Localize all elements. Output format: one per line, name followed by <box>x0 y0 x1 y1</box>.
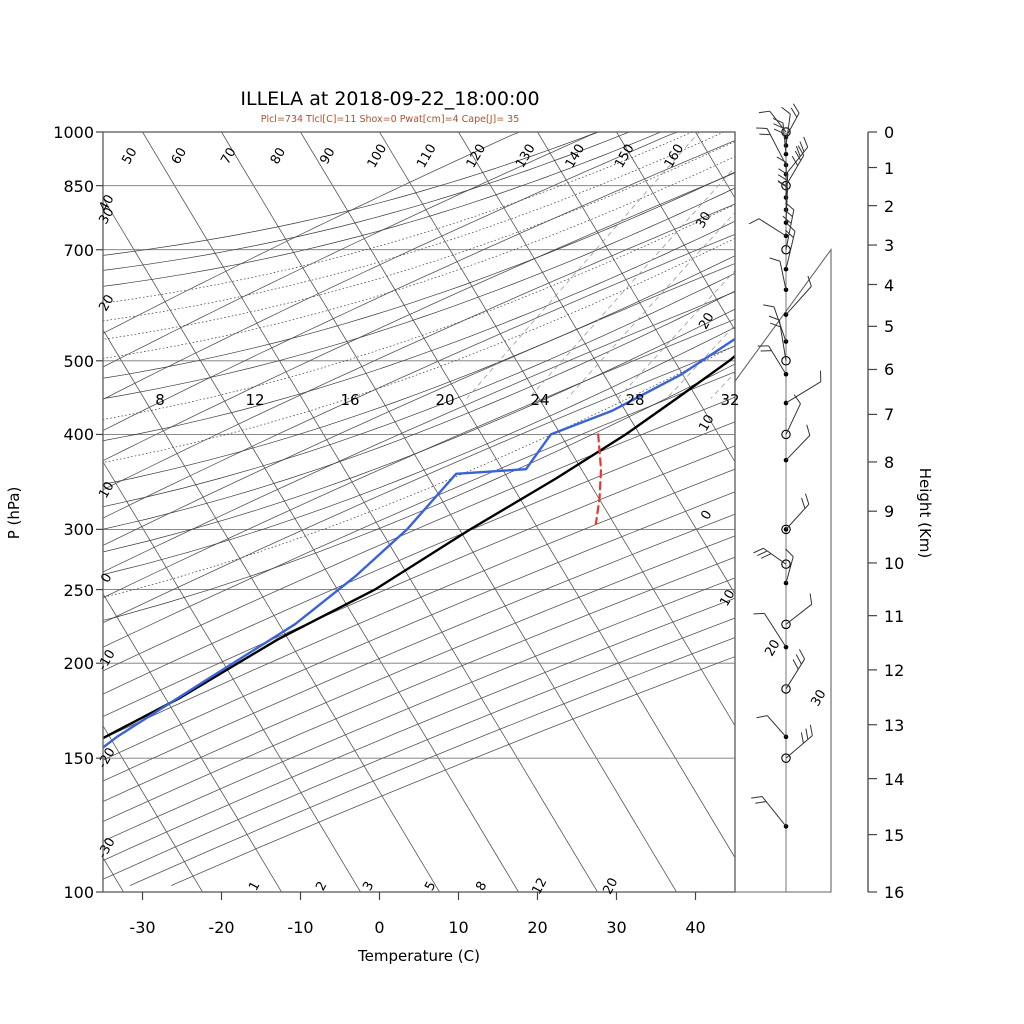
isotherm-label-right: 30 <box>808 687 829 709</box>
temperature-tick: 30 <box>592 918 642 937</box>
dry-adiabat-label: 50 <box>119 145 140 167</box>
mixing-ratio-label: 20 <box>600 876 621 898</box>
pressure-tick: 300 <box>34 520 94 539</box>
page-title: ILLELA at 2018-09-22_18:00:00 <box>0 88 780 110</box>
pressure-tick: 200 <box>34 654 94 673</box>
dry-adiabat-label: 70 <box>218 145 239 167</box>
temperature-tick: 10 <box>434 918 484 937</box>
dry-adiabat-label: 100 <box>365 142 390 171</box>
height-tick: 10 <box>884 554 904 573</box>
mixing-ratio-label: 12 <box>529 876 550 898</box>
height-tick: 13 <box>884 716 904 735</box>
temperature-tick: 20 <box>513 918 563 937</box>
theta-e-label: 28 <box>625 391 644 409</box>
series-temperature <box>103 354 735 740</box>
pressure-tick: 500 <box>34 352 94 371</box>
theta-e-label: 8 <box>155 391 165 409</box>
height-tick: 7 <box>884 405 894 424</box>
height-tick: 14 <box>884 770 904 789</box>
isotherm-label-right: 30 <box>693 209 714 231</box>
height-tick: 5 <box>884 317 894 336</box>
dry-adiabat-label: 90 <box>317 145 338 167</box>
isotherm-label-left: 10 <box>96 479 117 501</box>
dry-adiabat-label: 150 <box>612 142 637 171</box>
height-tick: 2 <box>884 197 894 216</box>
isotherm-label-right: 10 <box>717 587 738 609</box>
theta-e-label: 20 <box>435 391 454 409</box>
theta-e-label: 16 <box>340 391 359 409</box>
height-tick: 12 <box>884 661 904 680</box>
isotherm-label-right: 0 <box>698 508 715 523</box>
theta-e-label: 32 <box>720 391 739 409</box>
isotherm-label-left: 0 <box>98 571 115 586</box>
pressure-tick: 100 <box>34 883 94 902</box>
series-dewpoint <box>103 337 735 750</box>
height-tick: 4 <box>884 276 894 295</box>
temperature-tick: -30 <box>118 918 168 937</box>
isotherm-label-right: 20 <box>696 310 717 332</box>
pressure-tick: 150 <box>34 749 94 768</box>
dry-adiabat-label: 80 <box>268 145 289 167</box>
height-tick: 15 <box>884 826 904 845</box>
dry-adiabat-label: 160 <box>662 142 687 171</box>
sounding-indices-subtitle: Plcl=734 Tlcl[C]=11 Shox=0 Pwat[cm]=4 Ca… <box>0 114 780 125</box>
theta-e-label: 12 <box>245 391 264 409</box>
height-tick: 3 <box>884 236 894 255</box>
height-tick: 0 <box>884 123 894 142</box>
isotherm-label-left: -10 <box>95 647 119 673</box>
wind-barb-column <box>748 103 822 829</box>
dry-adiabat-label-left: 40 <box>96 192 117 214</box>
theta-e-label: 24 <box>530 391 549 409</box>
height-tick: 1 <box>884 159 894 178</box>
temperature-tick: 0 <box>355 918 405 937</box>
isotherm-label-right: 20 <box>762 637 783 659</box>
isotherm-label-left: 30 <box>96 205 117 227</box>
height-tick: 6 <box>884 360 894 379</box>
height-tick: 8 <box>884 453 894 472</box>
pressure-tick: 850 <box>34 177 94 196</box>
temperature-tick: -10 <box>276 918 326 937</box>
dry-adiabat-label: 60 <box>169 145 190 167</box>
height-tick: 16 <box>884 883 904 902</box>
height-tick: 9 <box>884 502 894 521</box>
temperature-tick: -20 <box>197 918 247 937</box>
dry-adiabat-label: 120 <box>464 142 489 171</box>
pressure-tick: 700 <box>34 241 94 260</box>
pressure-tick: 250 <box>34 581 94 600</box>
pressure-tick: 400 <box>34 425 94 444</box>
isotherm-label-left: 20 <box>96 292 117 314</box>
temperature-axis-label: Temperature (C) <box>103 947 735 965</box>
dry-adiabat-label: 130 <box>513 142 538 171</box>
dry-adiabat-label: 110 <box>414 142 439 171</box>
isotherm-label-left: -30 <box>95 835 119 861</box>
height-tick: 11 <box>884 607 904 626</box>
pressure-tick: 1000 <box>34 123 94 142</box>
temperature-tick: 40 <box>671 918 721 937</box>
series-parcel-path <box>594 433 603 525</box>
isotherm-label-right: 10 <box>696 412 717 434</box>
pressure-tick-labels: 1000 850 700 500 400 300 250 200 150 100 <box>34 0 94 1024</box>
